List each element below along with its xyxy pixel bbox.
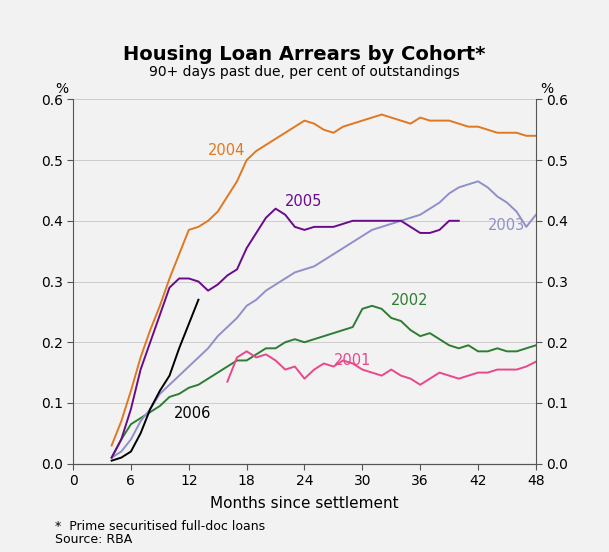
Text: Source: RBA: Source: RBA [55,533,132,546]
Text: 2001: 2001 [333,353,371,368]
Text: 2002: 2002 [391,293,429,307]
Text: 90+ days past due, per cent of outstandings: 90+ days past due, per cent of outstandi… [149,65,460,79]
Text: 2005: 2005 [285,194,323,209]
Text: *  Prime securitised full-doc loans: * Prime securitised full-doc loans [55,519,265,533]
Title: Housing Loan Arrears by Cohort*: Housing Loan Arrears by Cohort* [123,45,486,65]
Text: 2006: 2006 [174,406,212,421]
Text: 2004: 2004 [208,143,245,158]
Text: %: % [55,82,68,95]
Text: %: % [541,82,554,95]
X-axis label: Months since settlement: Months since settlement [210,496,399,512]
Text: 2003: 2003 [488,218,525,233]
